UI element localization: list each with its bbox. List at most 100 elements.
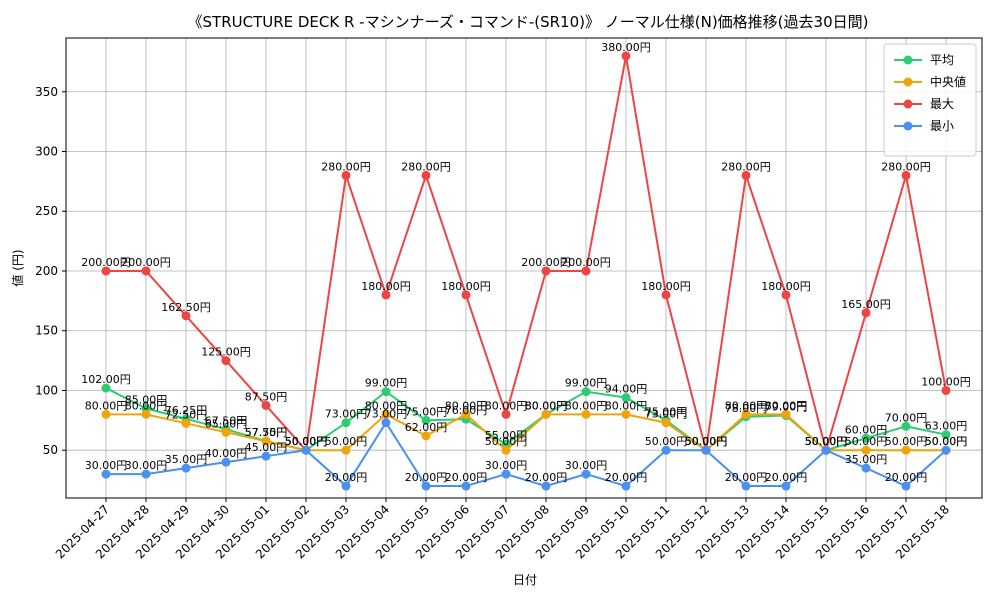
y-tick-label: 300 xyxy=(35,145,58,159)
data-point xyxy=(541,481,551,491)
data-point xyxy=(181,463,191,473)
data-label: 20.00円 xyxy=(405,471,448,484)
data-label: 165.00円 xyxy=(841,298,891,311)
data-point xyxy=(901,445,911,455)
data-label: 20.00円 xyxy=(765,471,808,484)
data-point xyxy=(941,430,951,440)
data-point xyxy=(781,409,791,419)
data-point xyxy=(421,431,431,441)
data-point xyxy=(781,481,791,491)
legend-swatch-marker xyxy=(903,121,913,131)
data-label: 180.00円 xyxy=(641,280,691,293)
data-point xyxy=(781,290,791,300)
series-layer xyxy=(101,51,951,491)
data-label: 180.00円 xyxy=(361,280,411,293)
data-label: 50.00円 xyxy=(845,435,888,448)
data-point xyxy=(861,463,871,473)
data-label: 75.00円 xyxy=(405,405,448,418)
data-point xyxy=(421,481,431,491)
data-label: 73.00円 xyxy=(365,408,408,421)
data-label: 79.00円 xyxy=(765,401,808,414)
data-point xyxy=(261,451,271,461)
data-label: 200.00円 xyxy=(521,256,571,269)
data-label: 75.00円 xyxy=(645,405,688,418)
data-point xyxy=(341,481,351,491)
data-label: 50.00円 xyxy=(645,435,688,448)
data-point xyxy=(101,469,111,479)
data-label: 50.00円 xyxy=(685,435,728,448)
data-point xyxy=(741,409,751,419)
data-label: 78.00円 xyxy=(725,402,768,415)
data-point xyxy=(861,433,871,443)
legend-label: 中央値 xyxy=(930,74,966,89)
data-point xyxy=(861,308,871,318)
data-label: 125.00円 xyxy=(201,346,251,359)
data-label: 200.00円 xyxy=(121,256,171,269)
legend-swatch-marker xyxy=(903,55,913,65)
data-label: 20.00円 xyxy=(885,471,928,484)
data-label: 50.00円 xyxy=(285,435,328,448)
data-point xyxy=(141,266,151,276)
data-point xyxy=(341,445,351,455)
data-label: 80.00円 xyxy=(725,399,768,412)
data-point xyxy=(181,311,191,321)
data-label: 45.00円 xyxy=(245,441,288,454)
data-label: 63.00円 xyxy=(925,420,968,433)
data-label: 80.00円 xyxy=(485,399,528,412)
x-tick-labels: 2025-04-272025-04-282025-04-292025-04-30… xyxy=(53,498,952,561)
data-point xyxy=(381,387,391,397)
data-point xyxy=(941,385,951,395)
data-label: 30.00円 xyxy=(125,459,168,472)
data-label: 200.00円 xyxy=(561,256,611,269)
data-label: 57.50円 xyxy=(245,426,288,439)
data-label: 50.00円 xyxy=(685,435,728,448)
data-point xyxy=(101,266,111,276)
data-point xyxy=(541,266,551,276)
data-label: 200.00円 xyxy=(81,256,131,269)
data-label: 80.00円 xyxy=(85,399,128,412)
data-point xyxy=(381,418,391,428)
data-label: 94.00円 xyxy=(605,383,648,396)
data-label: 20.00円 xyxy=(325,471,368,484)
data-point xyxy=(261,436,271,446)
data-point xyxy=(301,445,311,455)
data-label: 60.00円 xyxy=(845,423,888,436)
data-label: 50.00円 xyxy=(485,435,528,448)
data-point xyxy=(941,445,951,455)
data-label: 20.00円 xyxy=(525,471,568,484)
data-point xyxy=(701,445,711,455)
y-tick-label: 350 xyxy=(35,85,58,99)
data-label: 85.00円 xyxy=(125,393,168,406)
legend-label: 平均 xyxy=(930,53,954,67)
data-label: 80.00円 xyxy=(125,399,168,412)
series-2 xyxy=(101,51,951,455)
data-point xyxy=(341,418,351,428)
data-label: 40.00円 xyxy=(205,447,248,460)
data-point xyxy=(621,393,631,403)
legend-swatch-marker xyxy=(903,99,913,109)
series-line xyxy=(106,413,946,452)
data-point xyxy=(421,170,431,180)
data-point xyxy=(341,170,351,180)
data-point xyxy=(741,481,751,491)
data-label: 180.00円 xyxy=(761,280,811,293)
data-label: 102.00円 xyxy=(81,373,131,386)
data-label: 99.00円 xyxy=(365,377,408,390)
data-label: 30.00円 xyxy=(565,459,608,472)
data-point xyxy=(661,418,671,428)
data-label: 72.50円 xyxy=(165,408,208,421)
data-point xyxy=(901,421,911,431)
series-line xyxy=(106,420,947,488)
series-3 xyxy=(101,418,951,491)
data-label: 50.00円 xyxy=(805,435,848,448)
data-point xyxy=(861,445,871,455)
y-axis-label: 値 (円) xyxy=(10,249,25,286)
data-label: 57.75円 xyxy=(245,426,288,439)
data-point xyxy=(661,445,671,455)
data-point xyxy=(381,409,391,419)
legend-label: 最大 xyxy=(930,97,954,111)
data-label: 62.00円 xyxy=(405,421,448,434)
data-label: 35.00円 xyxy=(845,453,888,466)
data-point xyxy=(221,457,231,467)
data-point xyxy=(501,409,511,419)
